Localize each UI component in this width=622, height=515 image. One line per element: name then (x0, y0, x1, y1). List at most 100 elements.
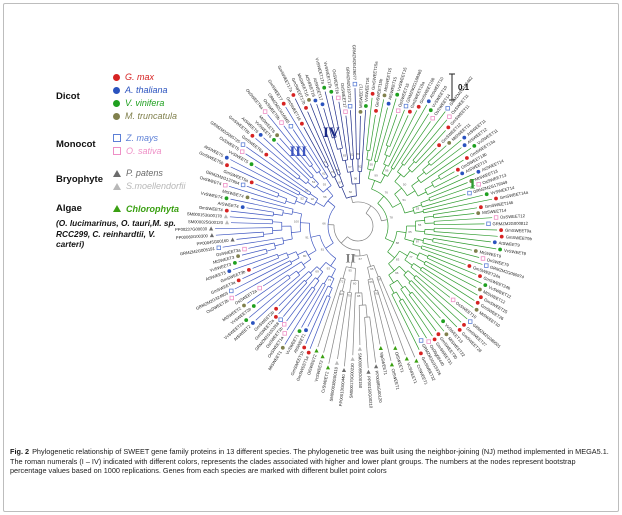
species-marker (249, 162, 254, 167)
species-marker (304, 328, 308, 333)
species-marker (430, 116, 435, 121)
leaf-label: OsSWEET6a (245, 88, 265, 111)
leaf-label: MtSWEET3 (212, 255, 235, 265)
leaf-label: OsSWEET12 (500, 213, 526, 220)
bootstrap-value: 51 (403, 198, 407, 202)
scale-bar-label: 0.1 (458, 83, 470, 92)
clade-III-group: 7369938010091815251925262935666GmSWEET1a… (175, 79, 337, 382)
legend-item: V. vinifera (113, 98, 177, 108)
species-marker (475, 300, 480, 305)
species-marker (408, 109, 412, 114)
legend-group-label: Algae (56, 203, 82, 214)
leaf-label: OlSWEET1 (394, 351, 405, 374)
species-marker (395, 108, 401, 113)
species-marker (462, 135, 467, 140)
species-marker (419, 351, 423, 356)
leaf-label: MtSWEET9 (479, 249, 502, 259)
species-marker (279, 120, 284, 125)
species-marker (393, 345, 398, 350)
species-marker (247, 268, 251, 272)
species-marker (474, 307, 479, 312)
leaf-label: AtSWEET17 (312, 77, 324, 102)
species-marker (251, 304, 256, 308)
species-marker (251, 321, 255, 325)
bootstrap-value: 100 (294, 220, 299, 224)
species-marker (484, 192, 489, 197)
species-marker (370, 91, 375, 96)
species-marker (223, 182, 228, 188)
species-marker (378, 346, 383, 350)
bootstrap-value: 67 (359, 257, 363, 261)
species-marker (278, 317, 283, 322)
species-marker (382, 93, 387, 98)
species-marker (347, 104, 353, 109)
species-marker (329, 89, 334, 94)
legend-species-name: Z. mays (126, 133, 159, 143)
leaf-label: OsSWEET3a (216, 247, 242, 257)
species-marker (272, 138, 276, 142)
bootstrap-value: 95 (349, 269, 353, 273)
figure-label: Fig. 2 (10, 447, 30, 456)
leaf-label: PP00060G00300 (176, 233, 209, 240)
species-marker (462, 143, 467, 148)
species-marker (223, 214, 228, 219)
square-bullet-icon (113, 147, 121, 155)
species-marker (224, 155, 229, 160)
leaf-label: GmSWEET9a (505, 228, 532, 234)
species-marker (416, 104, 421, 109)
species-marker (334, 360, 339, 365)
species-marker (446, 125, 451, 130)
bootstrap-value: 92 (311, 197, 315, 201)
legend-species-name: O. sativa (126, 146, 162, 156)
species-marker (479, 205, 483, 210)
species-marker (457, 328, 462, 332)
bootstrap-value: 96 (354, 177, 358, 181)
species-marker (274, 306, 278, 311)
bootstrap-value: 51 (305, 189, 309, 193)
species-marker (445, 106, 450, 111)
leaf-label: MtSWEET15 (383, 67, 393, 92)
bootstrap-value: 99 (374, 174, 378, 178)
species-marker (366, 369, 371, 374)
legend-item: P. patens (113, 168, 186, 178)
leaf-label: GRMZM2G426077 (352, 45, 358, 81)
species-marker (447, 141, 452, 145)
species-marker (414, 358, 419, 363)
bootstrap-value: 83 (396, 258, 400, 262)
species-marker (426, 339, 431, 344)
leaf-label: SM000153G00170 (187, 211, 223, 219)
species-marker (467, 319, 473, 324)
leaf-label: VcSWEET2 (313, 359, 324, 382)
bootstrap-value: 93 (375, 292, 379, 296)
legend-algae-species-note: (O. lucimarinus, O. tauri,M. sp. RCC299,… (56, 218, 176, 250)
species-marker (483, 283, 488, 287)
leaf-label: VvSWEET3 (209, 262, 232, 273)
leaf-label: MtSWEET14 (482, 208, 507, 216)
leaf-label: VvSWEET14 (490, 185, 516, 196)
scale-bar: 0.1 (449, 73, 470, 101)
species-marker (307, 98, 311, 102)
species-marker (499, 228, 503, 233)
bootstrap-value: 78 (390, 216, 394, 220)
figure-caption: Fig. 2 Phylogenetic relationship of SWEET… (10, 447, 612, 476)
bootstrap-value: 98 (357, 294, 361, 298)
legend-item: Chlorophyta (113, 204, 179, 214)
bootstrap-value: 83 (343, 153, 347, 157)
species-marker (291, 93, 296, 97)
species-marker (320, 354, 325, 359)
clade-II-group: 8793659598706092729567CrSWEET1VcSWEET1Ol… (306, 254, 429, 409)
bootstrap-value: 70 (348, 293, 352, 297)
species-marker (245, 195, 250, 200)
species-marker (264, 152, 269, 157)
species-marker (240, 182, 246, 188)
species-marker (240, 205, 245, 210)
legend-item: S.moellendorfii (113, 181, 186, 191)
species-marker (418, 338, 424, 343)
bootstrap-value: 81 (321, 248, 325, 252)
bootstrap-value: 93 (323, 183, 327, 187)
leaf-label: OsSWEET16 (331, 69, 340, 95)
leaf-label: GmSWEET9b (506, 234, 533, 241)
leaf-label: OtSWEET1 (390, 368, 400, 391)
legend-group-label: Bryophyte (56, 174, 103, 185)
